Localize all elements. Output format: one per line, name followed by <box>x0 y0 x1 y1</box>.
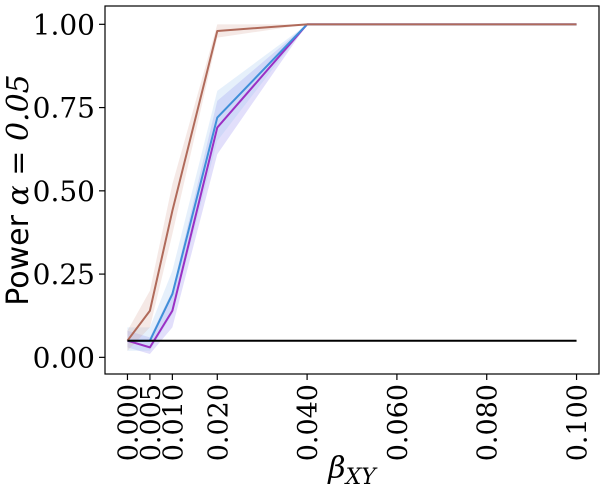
x-tick-label: 0.000 <box>113 384 144 461</box>
x-tick-label: 0.010 <box>158 384 189 461</box>
x-tick-label: 0.100 <box>563 384 594 461</box>
y-tick-label: 0.50 <box>33 175 95 208</box>
y-tick-label: 1.00 <box>33 8 95 41</box>
y-axis-label: Power α = 0.05 <box>1 74 36 306</box>
y-tick-label: 0.75 <box>33 92 95 125</box>
x-tick-label: 0.005 <box>136 384 167 461</box>
y-tick-label: 0.25 <box>33 258 95 291</box>
x-axis-label-beta: β <box>327 451 345 486</box>
y-axis-label-math: α = 0.05 <box>1 74 36 205</box>
x-tick-label: 0.020 <box>203 384 234 461</box>
x-tick-label: 0.080 <box>473 384 504 461</box>
y-axis-label-prefix: Power <box>1 206 36 306</box>
plot-frame <box>104 5 600 375</box>
x-tick-label: 0.060 <box>383 384 414 461</box>
confidence-band-2 <box>127 24 577 351</box>
y-tick-label: 0.00 <box>33 341 95 374</box>
confidence-bands <box>127 24 577 355</box>
x-axis-label-subscript: XY <box>344 465 379 490</box>
confidence-band-1 <box>127 24 577 355</box>
x-axis-label: βXY <box>327 451 378 490</box>
series-line-3 <box>126 23 577 342</box>
series-lines <box>126 23 577 349</box>
y-axis-ticks: 0.00 0.25 0.50 0.75 1.00 <box>33 8 105 374</box>
x-tick-label: 0.040 <box>293 384 324 461</box>
